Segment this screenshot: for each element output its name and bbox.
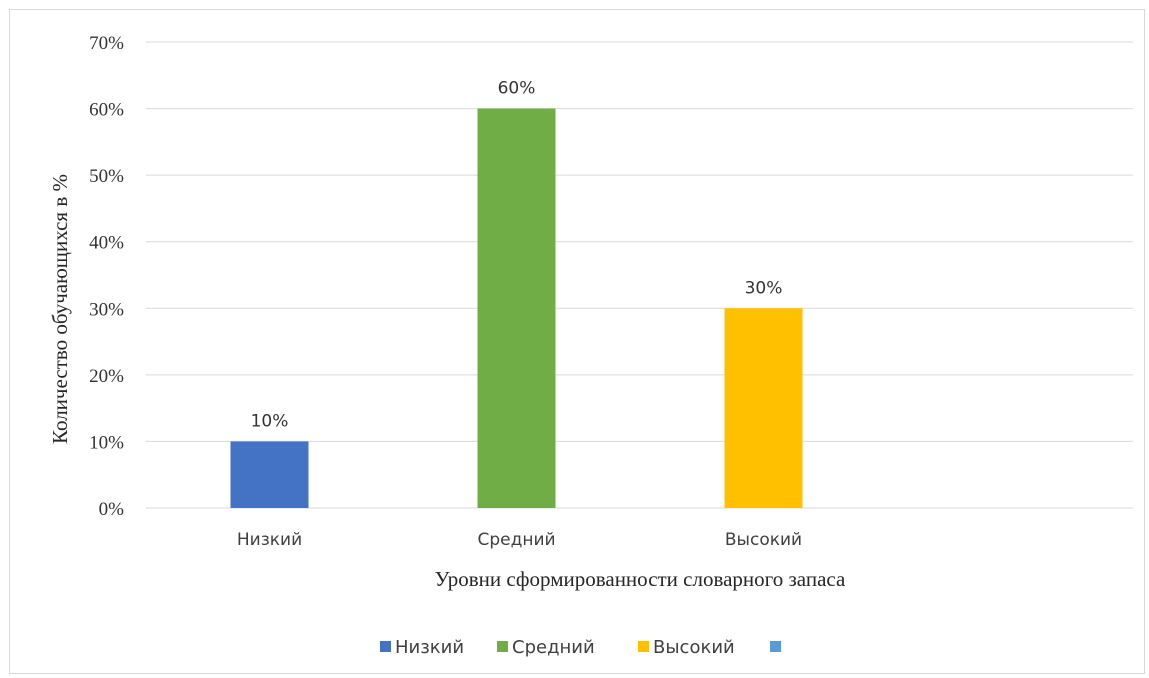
- legend-label: Низкий: [395, 637, 464, 658]
- gridlines: [146, 41, 1133, 509]
- data-label: 10%: [251, 411, 289, 431]
- y-tick-label: 40%: [89, 233, 124, 254]
- x-tick-label: Высокий: [725, 530, 802, 550]
- y-tick-label: 70%: [89, 33, 124, 54]
- y-tick-label: 30%: [89, 299, 124, 320]
- legend-swatch: [380, 641, 391, 652]
- y-axis-ticks: 0% 10% 20% 30% 40% 50% 60% 70%: [89, 33, 124, 520]
- y-tick-label: 10%: [89, 432, 124, 453]
- data-label: 30%: [745, 278, 783, 298]
- legend-swatch: [497, 641, 508, 652]
- y-tick-label: 50%: [89, 166, 124, 187]
- x-axis-title: Уровни сформированности словарного запас…: [435, 567, 846, 591]
- y-tick-label: 60%: [89, 100, 124, 121]
- y-axis-title: Количество обучающихся в %: [48, 174, 72, 444]
- y-tick-label: 0%: [99, 499, 125, 520]
- y-tick-label: 20%: [89, 366, 124, 387]
- legend-swatch: [770, 641, 781, 652]
- legend: Низкий Средний Высокий: [380, 637, 781, 658]
- legend-label: Высокий: [653, 637, 735, 658]
- data-labels: 10% 60% 30%: [251, 79, 783, 432]
- chart-frame: [9, 9, 1145, 674]
- x-tick-label: Низкий: [237, 530, 302, 550]
- bar-1: [230, 441, 309, 508]
- bars: [230, 108, 803, 509]
- bar-3: [724, 308, 803, 508]
- legend-swatch: [638, 641, 649, 652]
- x-tick-label: Средний: [477, 530, 555, 550]
- x-axis-ticks: Низкий Средний Высокий: [237, 530, 802, 550]
- data-label: 60%: [498, 79, 536, 99]
- bar-2: [477, 108, 556, 509]
- legend-label: Средний: [512, 637, 595, 658]
